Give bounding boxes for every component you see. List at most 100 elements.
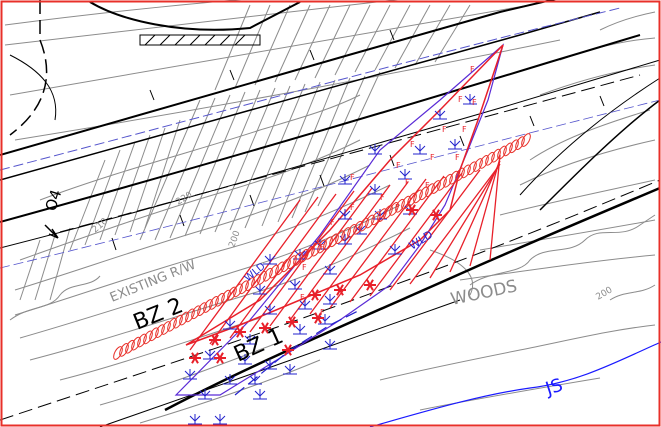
fill-letter-icon: F <box>425 181 430 190</box>
buffer-band-cell <box>143 330 153 345</box>
buffer-band-cell <box>359 217 369 232</box>
wetland-marsh-symbol-icon <box>263 254 277 265</box>
buffer-band-cell <box>311 242 321 257</box>
wetland-marsh-symbol-icon <box>263 304 277 315</box>
wetland-marsh-symbol-icon <box>223 319 237 330</box>
asterisk-marker-icon <box>334 284 346 296</box>
buffer-band-cell <box>203 299 213 313</box>
buffer-band-cell <box>287 255 297 270</box>
buffer-band-cell <box>305 245 315 260</box>
wetland-boundary <box>174 43 505 396</box>
buffer-band-cell <box>443 173 453 188</box>
buffer-band-cell <box>389 202 399 216</box>
buffer-band-cell <box>497 145 507 160</box>
buffer-band-cell <box>149 327 159 342</box>
buffer-band-cell <box>299 249 309 263</box>
wetland-marsh-symbol-icon <box>338 209 352 220</box>
wetland-marsh-symbol-icon <box>243 334 257 345</box>
hatch-line <box>269 187 373 327</box>
buffer-zone-2-band <box>113 133 531 360</box>
js-label: JS <box>542 375 565 400</box>
buffer-band-cell <box>239 280 249 295</box>
hatch-line <box>409 166 499 285</box>
fill-letter-icon: F <box>430 153 435 162</box>
buffer-band-cell <box>473 158 483 172</box>
fill-letter-icon: F <box>320 243 325 252</box>
fill-letter-icon: F <box>300 293 305 302</box>
buffer-band-cell <box>341 227 351 241</box>
buffer-band-cell <box>269 264 279 279</box>
wetland-marsh-symbol-icon <box>223 374 237 385</box>
wetland-marsh-symbols <box>183 94 477 425</box>
buffer-band-cell <box>263 267 273 282</box>
wetland-marsh-symbol-icon <box>433 109 447 120</box>
wetland-marsh-symbol-icon <box>448 139 462 150</box>
wetland-marsh-symbol-icon <box>253 284 267 295</box>
wetland-marsh-symbol-icon <box>368 184 382 195</box>
hatch-line <box>469 157 501 267</box>
buffer-band-cell <box>131 336 141 351</box>
buffer-band-cell <box>413 189 423 204</box>
wetland-marsh-symbol-icon <box>368 144 382 155</box>
asterisk-marker-icon <box>234 326 246 338</box>
buffer-band-cell <box>419 186 429 201</box>
buffer-band-cell <box>179 311 189 326</box>
contour-lines <box>4 0 656 424</box>
hatch-line <box>369 172 463 297</box>
buffer-band-cell <box>383 205 393 219</box>
wetland-marsh-symbol-icon <box>213 414 227 425</box>
fill-letter-icon: F <box>330 218 335 227</box>
hatch-line <box>449 160 501 273</box>
buffer-band-cell <box>161 321 171 335</box>
hatch-line <box>389 169 481 291</box>
hatch-line <box>349 175 445 303</box>
buffer-band-cell <box>275 261 285 276</box>
buffer-band-cell <box>509 139 519 154</box>
asterisk-marker-icon <box>312 312 324 324</box>
buffer-band-cell <box>431 180 441 194</box>
hatch-line <box>189 199 301 351</box>
buffer-band-cell <box>197 302 207 317</box>
buffer-band-cell <box>485 151 495 166</box>
wetland-marsh-symbol-icon <box>413 144 427 155</box>
wetland-marsh-symbol-icon <box>188 414 202 425</box>
fill-letter-icon: F <box>350 203 355 212</box>
buffer-band-cell <box>209 296 219 310</box>
wetland-marsh-symbol-icon <box>463 94 477 105</box>
buffer-band-cell <box>155 324 165 338</box>
fill-letter-icon: F <box>302 263 307 272</box>
buffer-band-cell <box>281 258 291 273</box>
wetland-marsh-symbol-icon <box>398 169 412 180</box>
asterisk-marker-icon <box>214 352 226 364</box>
fill-letter-icon: F <box>462 125 467 134</box>
wetland-marsh-symbol-icon <box>288 279 302 290</box>
fill-letter-icon: F <box>380 193 385 202</box>
north-arrow-icon <box>44 224 59 239</box>
asterisk-marker-icon <box>259 322 271 334</box>
fill-letter-icon: F <box>455 153 460 162</box>
wetland-marsh-symbol-icon <box>253 389 267 400</box>
buffer-band-cell <box>173 314 183 329</box>
fill-letter-icon: F <box>396 161 401 170</box>
buffer-band-cell <box>317 239 327 254</box>
fill-letter-icon: F <box>470 65 475 74</box>
fill-letter-icon: F <box>458 95 463 104</box>
buffer-band-cell <box>335 230 345 244</box>
buffer-band-cell <box>365 214 375 229</box>
wetland-marsh-symbol-icon <box>248 374 262 385</box>
buffer-band-cell <box>467 161 477 176</box>
buffer-band-cell <box>401 195 411 210</box>
buffer-band-cell <box>437 176 447 191</box>
buffer-band-cell <box>455 167 465 182</box>
buffer-band-cell <box>323 236 333 251</box>
buffer-band-cell <box>521 133 531 147</box>
hatch-line <box>489 154 501 261</box>
stream-line <box>369 341 661 427</box>
buffer-band-cell <box>125 339 135 354</box>
buffer-band-cell <box>449 170 459 185</box>
wetland-marsh-symbol-icon <box>298 299 312 310</box>
blue-centerlines <box>0 7 661 427</box>
asterisk-marker-icon <box>209 334 221 346</box>
